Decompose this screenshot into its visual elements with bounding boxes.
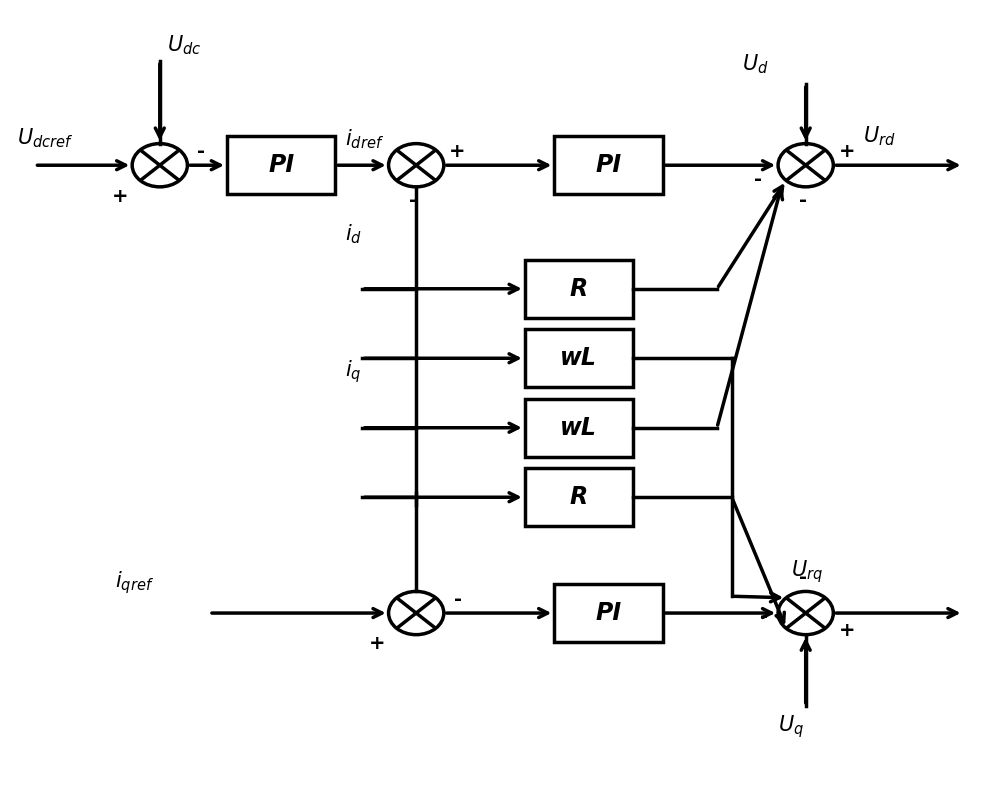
Bar [525, 399, 633, 457]
Text: -: - [799, 191, 807, 210]
Text: +: + [839, 620, 855, 640]
Bar [227, 136, 335, 194]
Bar [525, 260, 633, 318]
Text: wL: wL [560, 416, 597, 439]
Text: -: - [760, 608, 768, 626]
Text: -: - [409, 191, 417, 210]
Text: $i_d$: $i_d$ [345, 222, 362, 246]
Text: +: + [449, 141, 466, 161]
Text: -: - [197, 141, 205, 161]
Text: $U_{dc}$: $U_{dc}$ [167, 34, 201, 57]
Text: $U_d$: $U_d$ [742, 53, 768, 76]
Bar [525, 468, 633, 526]
Bar [554, 136, 663, 194]
Text: R: R [570, 277, 588, 301]
Text: -: - [799, 568, 807, 587]
Text: PI: PI [595, 601, 622, 625]
Text: +: + [112, 186, 129, 206]
Text: +: + [368, 634, 385, 653]
Text: $i_q$: $i_q$ [345, 358, 362, 385]
Text: $U_{rq}$: $U_{rq}$ [791, 559, 823, 586]
Text: $U_q$: $U_q$ [778, 714, 804, 740]
Text: wL: wL [560, 347, 597, 370]
Text: R: R [570, 485, 588, 509]
Text: +: + [839, 141, 855, 161]
Text: $U_{dcref}$: $U_{dcref}$ [17, 127, 73, 150]
Text: $i_{qref}$: $i_{qref}$ [115, 569, 154, 596]
Bar [525, 329, 633, 387]
Text: PI: PI [268, 153, 294, 177]
Bar [554, 584, 663, 642]
Text: PI: PI [595, 153, 622, 177]
Text: -: - [454, 590, 462, 608]
Text: -: - [754, 170, 762, 189]
Text: $U_{rd}$: $U_{rd}$ [863, 125, 896, 149]
Text: $i_{dref}$: $i_{dref}$ [345, 128, 384, 152]
